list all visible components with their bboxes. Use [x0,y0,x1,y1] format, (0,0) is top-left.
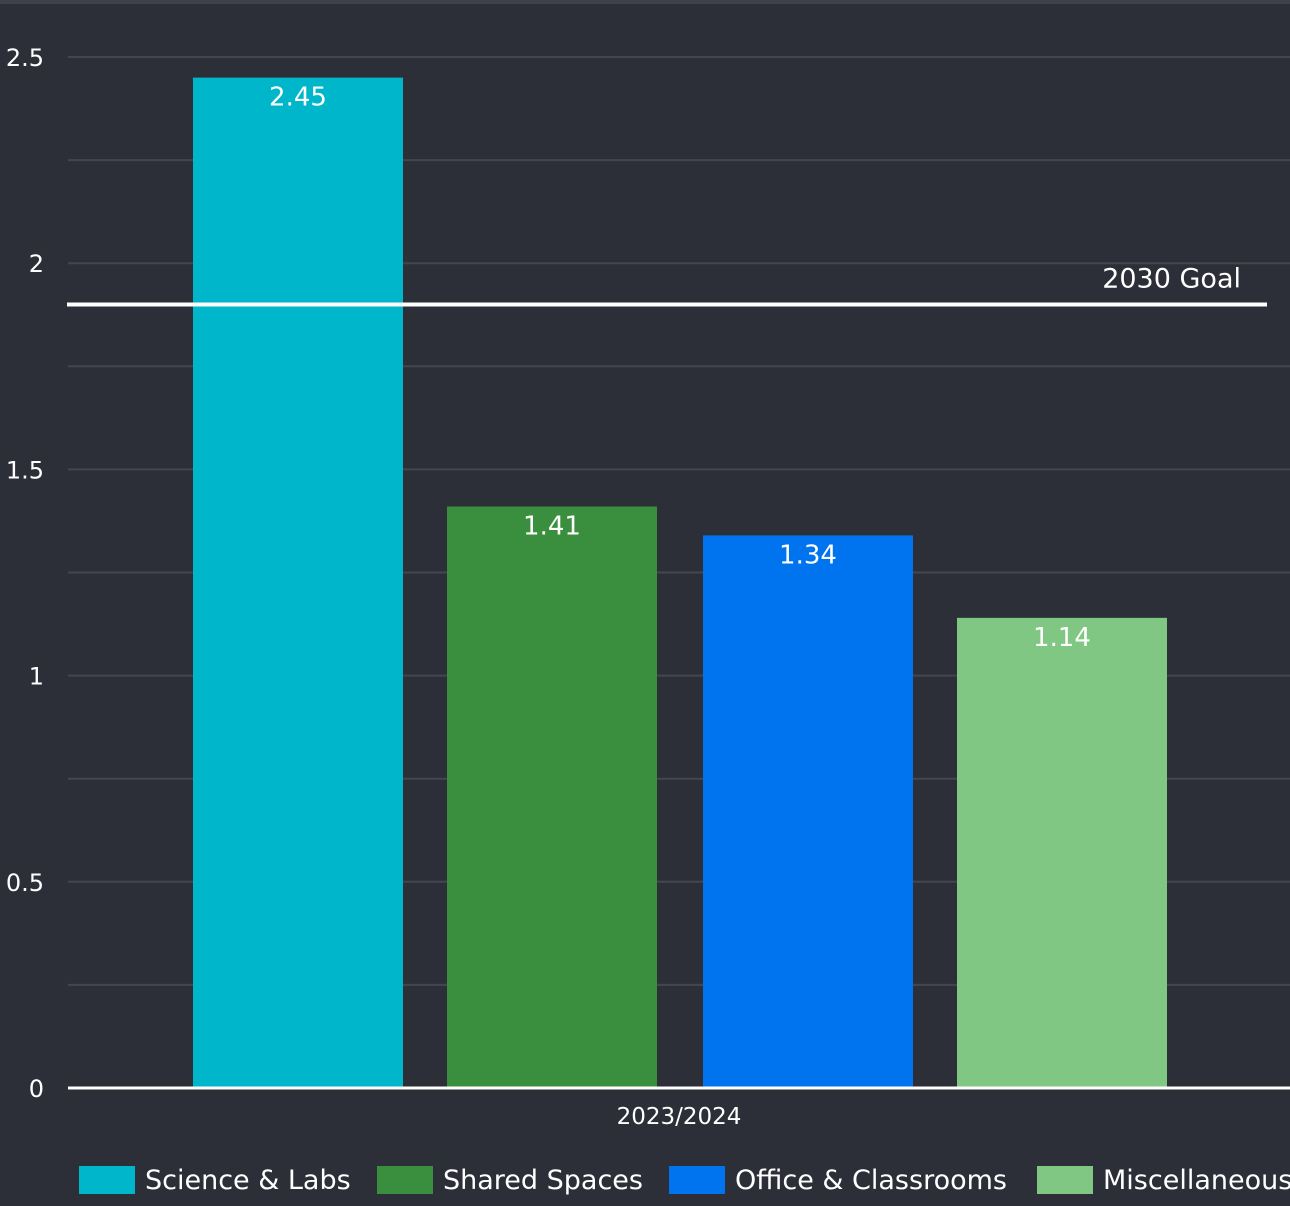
bar-science-labs [193,77,403,1089]
top-border [0,0,1290,4]
data-label-0: 2.45 [269,83,327,113]
legend-label-office-classrooms: Office & Classrooms [735,1164,1007,1196]
data-label-1: 1.41 [523,512,581,542]
bar-chart-plot: 0 0.5 1 1.5 2 2.5 2.45 1.41 1.34 1.14 2030 Goal 202… [6,44,1290,1130]
legend-item-office-classrooms[interactable]: Office & Classrooms [669,1160,1007,1200]
y-tick-label-5: 2.5 [6,44,44,72]
legend-label-shared-spaces: Shared Spaces [443,1164,643,1196]
legend-label-miscellaneous: Miscellaneous [1103,1164,1290,1196]
x-category-label: 2023/2024 [617,1104,742,1130]
legend-label-science-labs: Science & Labs [145,1164,351,1196]
legend-item-shared-spaces[interactable]: Shared Spaces [377,1160,643,1200]
data-label-2: 1.34 [779,540,837,570]
data-label-3: 1.14 [1033,623,1091,653]
legend-swatch-science-labs [79,1166,135,1194]
goal-label: 2030 Goal [1102,263,1241,294]
bar-shared-spaces [447,506,657,1088]
legend-item-science-labs[interactable]: Science & Labs [79,1160,351,1200]
legend-swatch-shared-spaces [377,1166,433,1194]
y-tick-label-2: 1 [29,663,44,691]
legend-swatch-office-classrooms [669,1166,725,1194]
legend-swatch-miscellaneous [1037,1166,1093,1194]
y-tick-label-3: 1.5 [6,456,44,484]
bar-miscellaneous [957,617,1167,1088]
y-tick-label-4: 2 [29,250,44,278]
y-tick-label-1: 0.5 [6,869,44,897]
bar-office-classrooms [703,535,913,1088]
y-tick-label-0: 0 [29,1075,44,1103]
legend: Science & Labs Shared Spaces Office & Cl… [0,1160,1290,1200]
legend-item-miscellaneous[interactable]: Miscellaneous [1037,1160,1290,1200]
